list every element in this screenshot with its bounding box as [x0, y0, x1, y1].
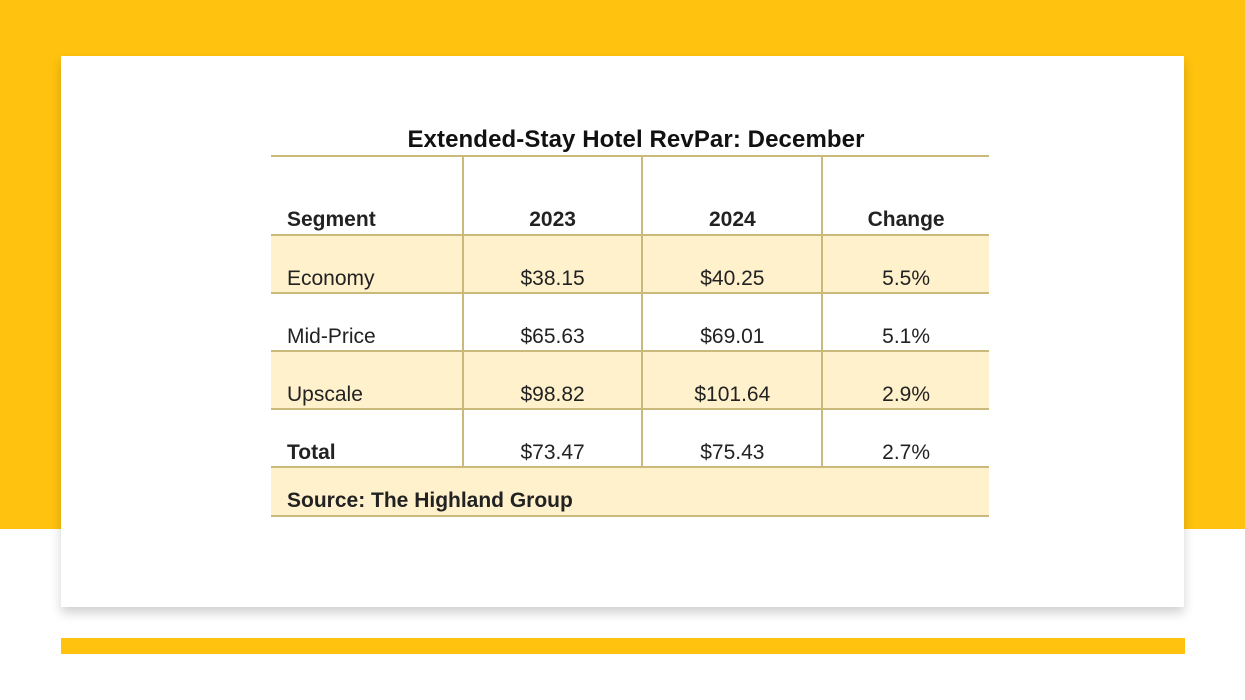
source-row: Source: The Highland Group	[271, 467, 989, 516]
value-2023-cell: $38.15	[461, 235, 643, 293]
bottom-accent-bar	[61, 638, 1185, 654]
value-2023-cell: $98.82	[461, 351, 643, 409]
value-2023-cell: $65.63	[461, 293, 643, 351]
revpar-table: Segment 2023 2024 Change Economy $38.15 …	[271, 155, 989, 517]
table-row: Upscale $98.82 $101.64 2.9%	[271, 351, 989, 409]
table-row: Economy $38.15 $40.25 5.5%	[271, 235, 989, 293]
change-cell: 5.5%	[821, 235, 989, 293]
value-2024-cell: $75.43	[641, 409, 823, 467]
segment-cell: Total	[287, 441, 336, 464]
value-2024-cell: $40.25	[641, 235, 823, 293]
segment-cell: Mid-Price	[287, 325, 376, 348]
header-2023: 2023	[461, 156, 643, 235]
value-2024-cell: $101.64	[641, 351, 823, 409]
table-title: Extended-Stay Hotel RevPar: December	[407, 126, 865, 153]
header-2024: 2024	[641, 156, 823, 235]
table-header-row: Segment 2023 2024 Change	[271, 156, 989, 235]
header-segment: Segment	[287, 208, 376, 231]
change-cell: 5.1%	[821, 293, 989, 351]
table-row: Mid-Price $65.63 $69.01 5.1%	[271, 293, 989, 351]
segment-cell: Economy	[271, 235, 463, 293]
segment-cell: Upscale	[271, 351, 463, 409]
source-note: Source: The Highland Group	[271, 467, 989, 516]
change-cell: 2.9%	[821, 351, 989, 409]
change-cell: 2.7%	[821, 409, 989, 467]
value-2023-cell: $73.47	[461, 409, 643, 467]
value-2024-cell: $69.01	[641, 293, 823, 351]
table-row-total: Total $73.47 $75.43 2.7%	[271, 409, 989, 467]
header-change: Change	[821, 156, 989, 235]
